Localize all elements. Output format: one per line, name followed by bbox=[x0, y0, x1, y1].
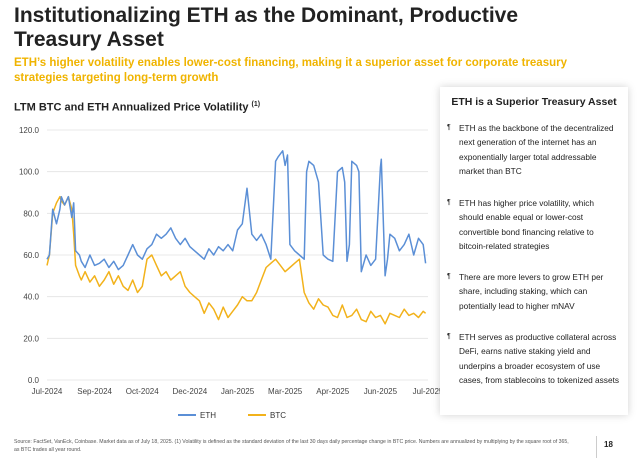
x-tick-label: Oct-2024 bbox=[126, 387, 159, 396]
page-subtitle: ETH’s higher volatility enables lower-co… bbox=[14, 57, 567, 84]
bullet-marker-icon: ¶ bbox=[447, 273, 451, 280]
y-tick-label: 60.0 bbox=[23, 251, 39, 260]
legend-label: BTC bbox=[270, 411, 286, 420]
bullet-marker-icon: ¶ bbox=[447, 124, 451, 131]
bullet-marker-icon: ¶ bbox=[447, 333, 451, 340]
x-tick-label: Jan-2025 bbox=[221, 387, 255, 396]
x-tick-label: Jun-2025 bbox=[364, 387, 398, 396]
x-axis: Jul-2024 Sep-2024 Oct-2024 Dec-2024 Jan-2025… bbox=[32, 387, 440, 396]
y-tick-label: 120.0 bbox=[19, 126, 40, 135]
bullet-text: ETH as the backbone of the decentralized… bbox=[459, 123, 614, 176]
series-line-btc bbox=[46, 195, 427, 325]
y-axis: 0.0 20.0 40.0 60.0 80.0 100.0 120.0 bbox=[19, 126, 40, 385]
x-tick-label: Mar-2025 bbox=[268, 387, 303, 396]
panel-bullet: ¶ ETH has higher price volatility, which… bbox=[447, 196, 620, 253]
y-tick-label: 20.0 bbox=[23, 334, 39, 343]
series bbox=[46, 150, 427, 325]
chart-title-text: LTM BTC and ETH Annualized Price Volatil… bbox=[14, 101, 249, 114]
page-number: 18 bbox=[604, 440, 613, 449]
y-tick-label: 0.0 bbox=[28, 376, 40, 385]
page-title: Institutionalizing ETH as the Dominant, … bbox=[14, 4, 519, 51]
y-tick-label: 100.0 bbox=[19, 168, 40, 177]
chart-title-footnote: (1) bbox=[251, 101, 261, 108]
series-line-eth bbox=[46, 150, 427, 277]
chart-title: LTM BTC and ETH Annualized Price Volatil… bbox=[14, 101, 260, 114]
panel-bullet: ¶ There are more levers to grow ETH per … bbox=[447, 270, 620, 313]
grid bbox=[47, 129, 428, 381]
x-tick-label: Dec-2024 bbox=[173, 387, 208, 396]
volatility-chart: 0.0 20.0 40.0 60.0 80.0 100.0 120.0 Jul-2024 Se… bbox=[19, 126, 440, 420]
x-tick-label: Jul-2024 bbox=[32, 387, 63, 396]
eth-treasury-panel: ETH is a Superior Treasury Asset ¶ ETH a… bbox=[440, 87, 628, 415]
panel-title: ETH is a Superior Treasury Asset bbox=[451, 96, 617, 108]
source-footnote: Source: FactSet, VanEck, Coinbase. Marke… bbox=[14, 439, 569, 453]
bullet-text: ETH has higher price volatility, which s… bbox=[459, 198, 594, 251]
legend-label: ETH bbox=[200, 411, 216, 420]
x-tick-label: Apr-2025 bbox=[316, 387, 349, 396]
panel-bullet: ¶ ETH as the backbone of the decentraliz… bbox=[447, 121, 620, 178]
bullet-text: ETH serves as productive collateral acro… bbox=[459, 332, 620, 385]
y-tick-label: 40.0 bbox=[23, 293, 39, 302]
bullet-marker-icon: ¶ bbox=[447, 199, 451, 206]
legend: ETH BTC bbox=[178, 411, 286, 420]
x-tick-label: Jul-2025 bbox=[413, 387, 440, 396]
x-tick-label: Sep-2024 bbox=[77, 387, 112, 396]
y-tick-label: 80.0 bbox=[23, 209, 39, 218]
footer-divider bbox=[596, 436, 597, 458]
panel-bullet: ¶ ETH serves as productive collateral ac… bbox=[447, 330, 620, 387]
bullet-text: There are more levers to grow ETH per sh… bbox=[459, 272, 604, 311]
